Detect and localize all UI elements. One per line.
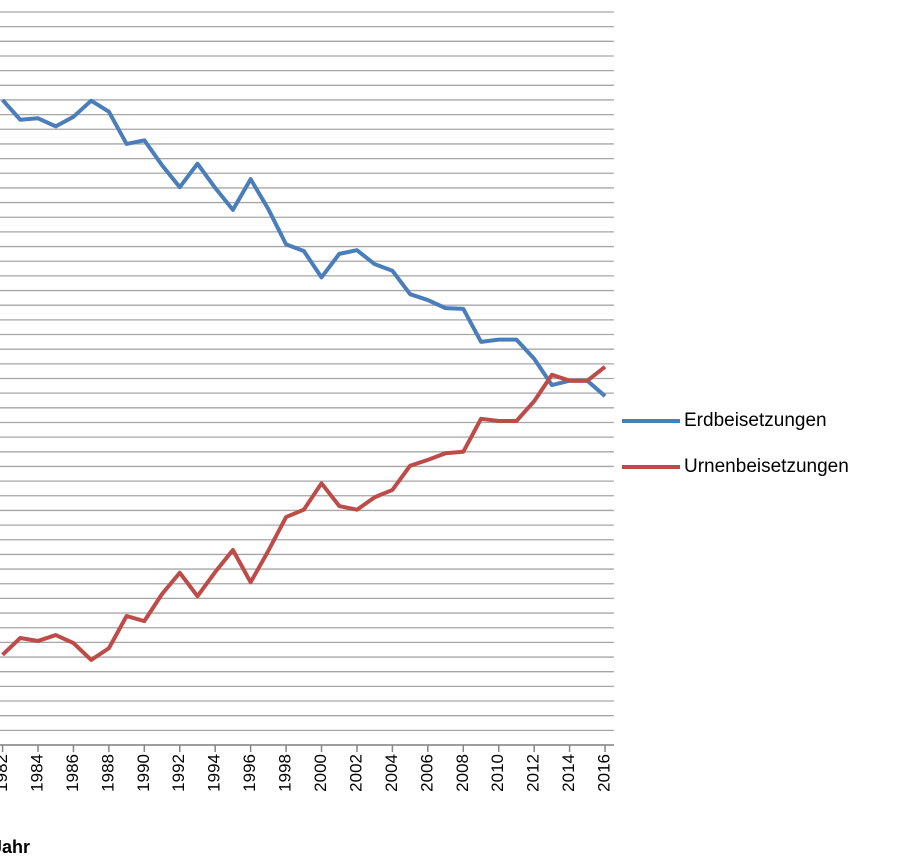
x-tick-label: 1994: [205, 754, 224, 792]
x-tick-label: 1988: [98, 754, 117, 792]
x-tick-label: 1998: [276, 754, 295, 792]
legend-label: Urnenbeisetzungen: [684, 456, 849, 477]
x-axis-title: Jahr: [0, 837, 30, 857]
x-tick-label: 2016: [595, 754, 614, 792]
x-tick-label: 1996: [240, 754, 259, 792]
x-tick-label: 2006: [417, 754, 436, 792]
x-tick-label: 2004: [382, 754, 401, 792]
x-tick-label: 1992: [169, 754, 188, 792]
x-tick-label: 2010: [488, 754, 507, 792]
series-line: [1, 98, 607, 398]
x-tick-label: 1986: [63, 754, 82, 792]
x-tick-label: 2000: [311, 754, 330, 792]
legend-label: Erdbeisetzungen: [684, 410, 827, 431]
x-tick-label: 2014: [559, 754, 578, 792]
x-tick-label: 2008: [453, 754, 472, 792]
x-tick-label: 1990: [134, 754, 153, 792]
x-tick-label: 2002: [346, 754, 365, 792]
x-tick-label: 1982: [0, 754, 11, 792]
x-tick-label: 1984: [27, 754, 46, 792]
series-line: [1, 365, 607, 662]
x-tick-label: 2012: [524, 754, 543, 792]
